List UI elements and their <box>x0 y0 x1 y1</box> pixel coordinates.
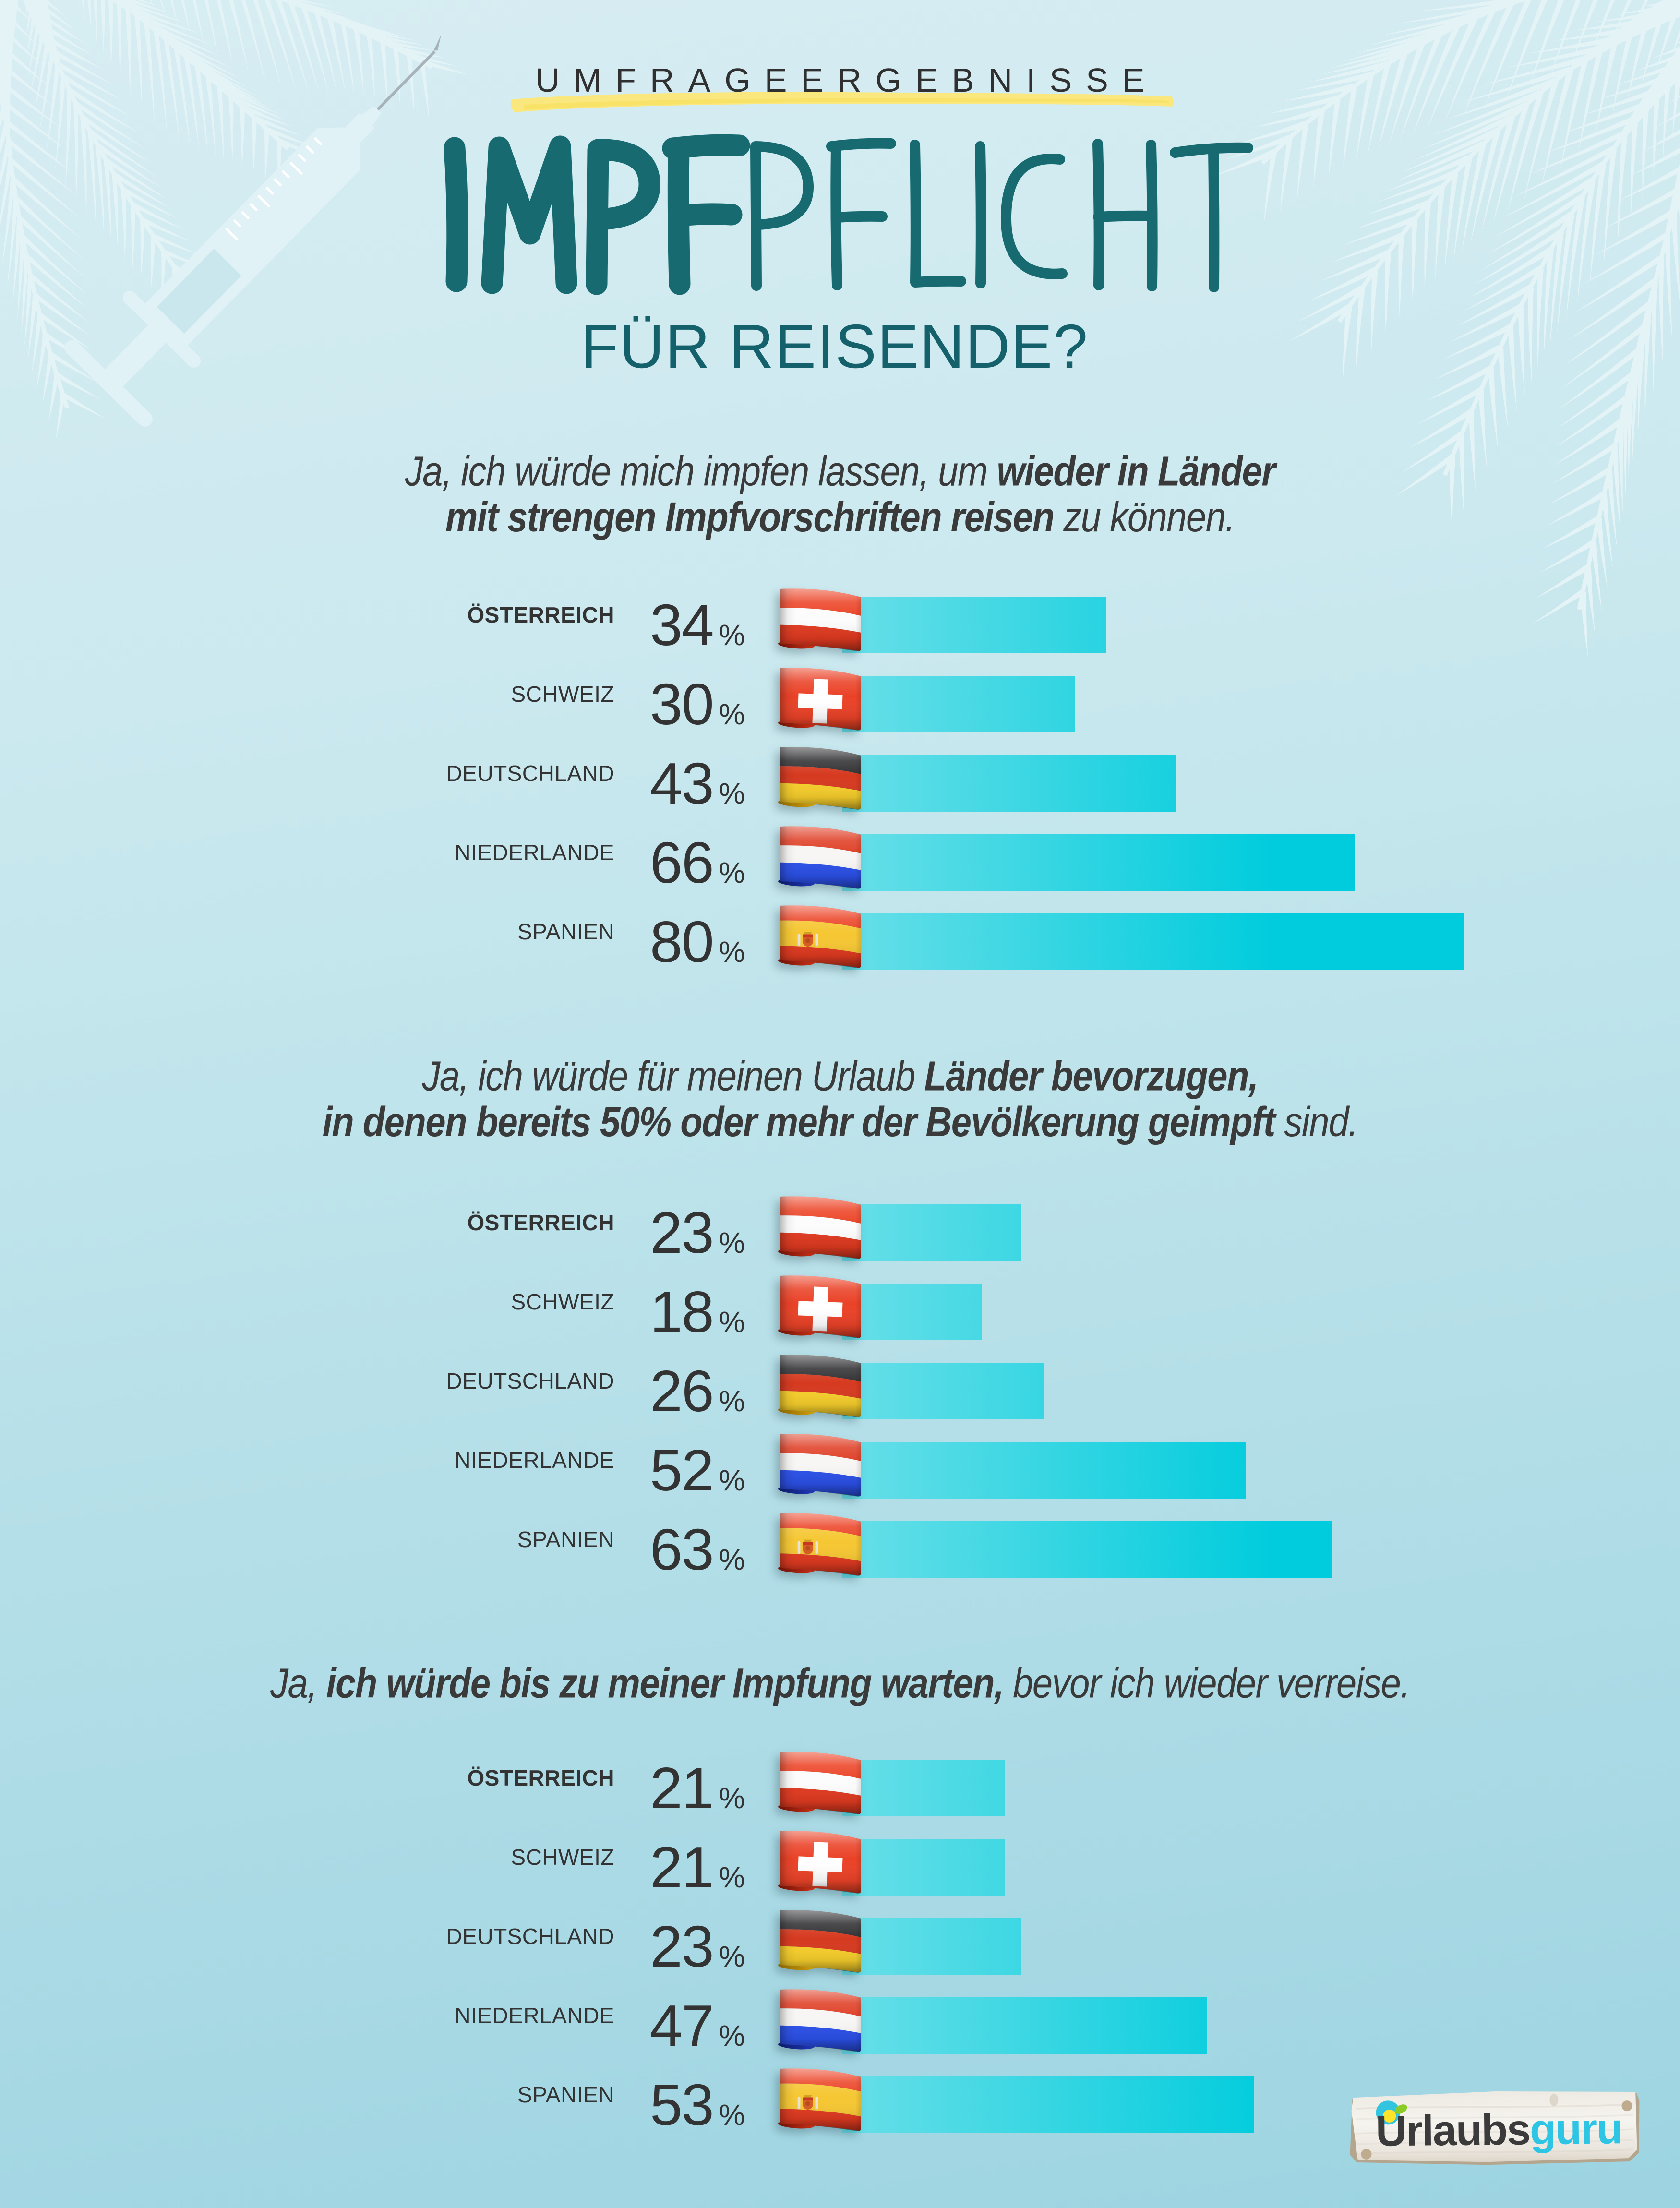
svg-text:Urlaubsguru: Urlaubsguru <box>1376 2105 1622 2155</box>
